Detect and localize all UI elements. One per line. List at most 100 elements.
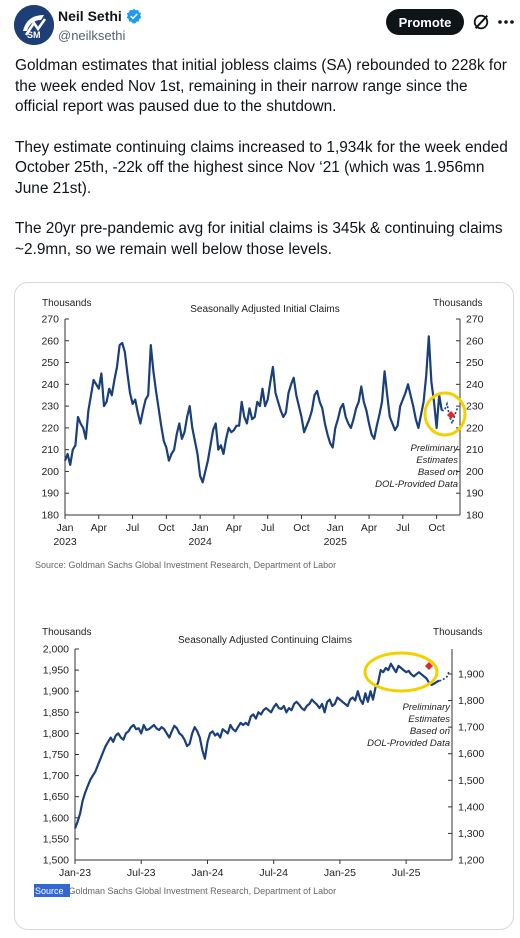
initial-claims-chart: Thousands Thousands Seasonally Adjusted …	[35, 298, 484, 570]
chart1-xtick-label: Apr	[361, 522, 378, 534]
svg-text:DOL-Provided Data: DOL-Provided Data	[375, 479, 458, 490]
chart2-ytick-label-right: 1,900	[458, 669, 484, 681]
chart2-ytick-label-left: 1,650	[43, 791, 69, 803]
chart2-xtick-label: Jul-23	[127, 867, 156, 879]
chart2-ytick-label-left: 2,000	[43, 644, 69, 656]
chart1-ytick-label-left: 210	[41, 444, 59, 456]
chart1-xtick-label: Oct	[428, 522, 444, 534]
svg-text:Preliminary: Preliminary	[402, 702, 451, 713]
chart2-ytick-label-left: 1,900	[43, 686, 69, 698]
name-row: Neil Sethi	[58, 8, 142, 24]
svg-text:SM: SM	[27, 30, 41, 40]
chart2-estimate-marker	[425, 662, 433, 670]
chart1-xtick-year: 2025	[324, 536, 348, 548]
chart1-title: Seasonally Adjusted Initial Claims	[190, 304, 340, 315]
chart1-ytick-label-right: 210	[466, 444, 484, 456]
chart2-ytick-label-right: 1,700	[458, 722, 484, 734]
chart1-ytick-label-right: 230	[466, 401, 484, 413]
chart1-source: Source: Goldman Sachs Global Investment …	[35, 560, 336, 570]
chart1-ytick-label-left: 200	[41, 466, 59, 478]
chart1-ytick-label-left: 250	[41, 357, 59, 369]
chart1-ytick-label-right: 270	[466, 314, 484, 326]
chart1-xtick-label: Jan	[192, 522, 209, 534]
chart2-ytick-label-left: 1,700	[43, 770, 69, 782]
continuing-claims-chart: Thousands Thousands Seasonally Adjusted …	[34, 627, 484, 897]
chart2-xtick-label: Jan-24	[191, 867, 223, 879]
tweet-paragraph: Goldman estimates that initial jobless c…	[15, 57, 507, 115]
svg-text:Based on: Based on	[418, 467, 458, 478]
chart2-xtick-label: Jan-25	[324, 867, 356, 879]
chart2-title: Seasonally Adjusted Continuing Claims	[178, 635, 352, 646]
svg-text:Based on: Based on	[410, 726, 450, 737]
media-image[interactable]: Thousands Thousands Seasonally Adjusted …	[14, 282, 514, 930]
chart2-highlight-circle	[363, 651, 439, 693]
tweet-header: SM Neil Sethi @neilksethi Promote	[0, 0, 520, 52]
chart1-ytick-label-right: 240	[466, 379, 484, 391]
chart1-ytick-label-right: 180	[466, 510, 484, 522]
avatar-logo-icon: SM	[14, 5, 54, 45]
chart2-ytick-label-right: 1,600	[458, 748, 484, 760]
chart1-ytick-label-right: 190	[466, 488, 484, 500]
chart2-ytick-label-left: 1,550	[43, 833, 69, 845]
more-options-icon[interactable]	[496, 12, 516, 32]
chart2-ytick-label-right: 1,800	[458, 695, 484, 707]
chart1-ytick-label-left: 190	[41, 488, 59, 500]
chart2-ytick-label-right: 1,300	[458, 828, 484, 840]
chart2-ytick-label-left: 1,750	[43, 749, 69, 761]
chart2-source: Source: Goldman Sachs Global Investment …	[35, 886, 336, 896]
svg-text:DOL-Provided Data: DOL-Provided Data	[367, 738, 450, 749]
chart1-left-unit: Thousands	[42, 298, 91, 309]
chart1-ytick-label-right: 200	[466, 466, 484, 478]
chart2-left-unit: Thousands	[42, 627, 91, 638]
chart1-xtick-label: Apr	[91, 522, 108, 534]
promote-button[interactable]: Promote	[386, 9, 464, 35]
chart1-xtick-year: 2023	[53, 536, 77, 548]
chart1-xtick-label: Oct	[158, 522, 174, 534]
chart1-ytick-label-left: 180	[41, 510, 59, 522]
chart1-annotation: Preliminary Estimates Based on DOL-Provi…	[375, 443, 459, 490]
chart2-ytick-label-left: 1,850	[43, 707, 69, 719]
tweet-paragraph: They estimate continuing claims increase…	[15, 138, 508, 197]
chart1-ytick-label-left: 260	[41, 335, 59, 347]
chart2-source-highlight	[34, 884, 70, 897]
avatar[interactable]: SM	[14, 5, 54, 45]
chart1-series-line	[63, 335, 443, 484]
chart1-ytick-label-left: 230	[41, 401, 59, 413]
chart1-xtick-label: Jan	[57, 522, 74, 534]
chart2-annotation: Preliminary Estimates Based on DOL-Provi…	[367, 702, 451, 749]
chart1-xtick-year: 2024	[188, 536, 212, 548]
grok-icon[interactable]	[472, 13, 490, 31]
user-handle[interactable]: @neilksethi	[58, 28, 126, 43]
chart2-right-unit: Thousands	[433, 627, 482, 638]
chart2-ytick-label-left: 1,500	[43, 855, 69, 867]
chart1-ytick-label-left: 270	[41, 314, 59, 326]
chart1-ytick-label-right: 250	[466, 357, 484, 369]
chart2-ytick-label-right: 1,400	[458, 801, 484, 813]
chart1-xtick-label: Oct	[293, 522, 309, 534]
chart1-xtick-label: Jul	[396, 522, 409, 534]
chart1-ytick-label-right: 220	[466, 422, 484, 434]
chart2-ytick-label-right: 1,500	[458, 775, 484, 787]
charts-image: Thousands Thousands Seasonally Adjusted …	[34, 298, 484, 897]
chart1-xtick-label: Jul	[126, 522, 139, 534]
chart1-right-unit: Thousands	[433, 298, 482, 309]
chart2-ytick-label-left: 1,800	[43, 728, 69, 740]
chart2-estimate-line	[439, 669, 451, 682]
tweet-paragraph: The 20yr pre-pandemic avg for initial cl…	[15, 220, 503, 258]
chart2-series-line	[73, 662, 440, 829]
display-name[interactable]: Neil Sethi	[58, 8, 122, 24]
svg-text:Preliminary: Preliminary	[410, 443, 459, 454]
chart1-highlight-circle	[423, 391, 467, 437]
chart2-xtick-label: Jan-23	[59, 867, 91, 879]
chart1-xtick-label: Jan	[327, 522, 344, 534]
verified-badge-icon	[126, 8, 142, 24]
chart2-xtick-label: Jul-25	[392, 867, 421, 879]
chart1-xtick-label: Apr	[226, 522, 243, 534]
chart1-ytick-label-right: 260	[466, 335, 484, 347]
chart2-ytick-label-right: 1,200	[458, 855, 484, 867]
chart2-ytick-label-left: 1,950	[43, 665, 69, 677]
chart1-xtick-label: Jul	[261, 522, 274, 534]
svg-text:Estimates: Estimates	[408, 714, 450, 725]
chart1-ytick-label-left: 240	[41, 379, 59, 391]
svg-text:Estimates: Estimates	[416, 455, 458, 466]
